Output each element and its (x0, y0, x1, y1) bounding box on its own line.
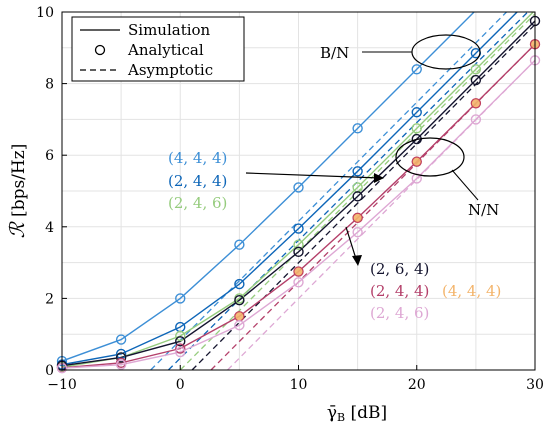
asymptotic-line-3 (191, 24, 535, 370)
annotation-bn-label: B/N (320, 44, 349, 62)
analytical-marker (352, 191, 363, 202)
annotation-tuple-244-magenta: (2, 4, 4) (370, 282, 429, 300)
simulation-line-0 (62, 12, 476, 362)
annotation-lower-arrowhead (352, 255, 362, 266)
analytical-marker (293, 239, 304, 250)
y-tick-label: 2 (45, 291, 54, 307)
analytical-marker (234, 311, 245, 322)
simulation-line-2 (62, 12, 535, 368)
x-tick-label: 0 (176, 377, 185, 393)
analytical-marker (470, 64, 482, 75)
analytical-marker (293, 277, 304, 288)
analytical-marker (175, 343, 186, 354)
annotation-tuple-444-blue: (4, 4, 4) (168, 149, 227, 167)
annotation-tuple-244-darkblue: (2, 4, 4) (168, 172, 227, 190)
annotation-upper-tuples: (4, 4, 4) (2, 4, 4) (2, 4, 6) (168, 149, 384, 212)
annotation-nn-pointer (451, 169, 479, 201)
analytical-marker (352, 226, 363, 238)
simulation-lines (62, 12, 535, 369)
y-tick-label: 8 (45, 77, 54, 93)
analytical-marker (352, 166, 363, 177)
analytical-marker (352, 123, 363, 134)
analytical-marker (411, 123, 422, 134)
y-tick-label: 0 (45, 363, 54, 379)
legend-simulation-label: Simulation (128, 21, 211, 39)
analytical-marker (293, 223, 304, 234)
simulation-line-3 (62, 20, 535, 367)
analytical-marker (175, 346, 186, 358)
legend-analytical-label: Analytical (127, 41, 204, 59)
x-axis-label: γ̄B [dB] (327, 403, 387, 424)
y-tick-label: 4 (45, 220, 54, 236)
analytical-marker (470, 114, 482, 125)
annotation-nn-ellipse (395, 137, 465, 177)
legend-analytical-swatch (94, 44, 106, 56)
analytical-marker (411, 64, 422, 75)
x-tick-label: 30 (526, 377, 544, 393)
analytical-marker (411, 107, 422, 118)
annotation-tuple-264-navy: (2, 6, 4) (370, 260, 429, 278)
analytical-marker (293, 246, 304, 258)
analytical-marker (234, 278, 245, 290)
analytical-marker (293, 266, 304, 277)
simulation-line-1 (62, 12, 519, 366)
annotation-tuple-246-green: (2, 4, 6) (168, 194, 227, 212)
legend-box (71, 16, 245, 82)
annotation-tuple-444-orange: (4, 4, 4) (442, 282, 501, 300)
annotation-nn-label: N/N (468, 201, 499, 219)
y-tick-label: 6 (45, 148, 54, 164)
analytical-marker (293, 182, 304, 193)
annotation-upper-arrowhead (374, 173, 384, 183)
y-axis-label: ℛ [bps/Hz] (5, 144, 29, 239)
analytical-marker (470, 98, 481, 109)
analytical-marker (352, 212, 363, 223)
analytical-marker (234, 239, 245, 250)
annotation-tuple-246-pink: (2, 4, 6) (370, 304, 429, 322)
analytical-markers (56, 15, 541, 374)
analytical-marker (234, 294, 245, 306)
analytical-marker (175, 330, 186, 342)
analytical-marker (234, 320, 245, 331)
legend: Simulation Analytical Asymptotic (71, 16, 245, 82)
analytical-marker (115, 334, 127, 345)
x-tick-label: −10 (47, 377, 77, 393)
simulation-line-6 (62, 59, 535, 369)
annotation-nn: N/N (395, 137, 499, 219)
annotation-lower-tuples: (2, 6, 4) (2, 4, 4) (4, 4, 4) (2, 4, 6) (345, 226, 501, 322)
analytical-marker (175, 293, 186, 304)
analytical-marker (411, 156, 422, 167)
x-tick-label: 10 (290, 377, 308, 393)
analytical-marker (175, 336, 186, 347)
y-tick-label: 10 (36, 5, 54, 21)
analytical-marker (115, 352, 127, 363)
analytical-marker (115, 359, 127, 370)
annotation-upper-arrow (245, 172, 381, 179)
annotation-bn: B/N (320, 34, 481, 70)
annotation-bn-ellipse (411, 34, 481, 70)
analytical-marker (470, 74, 482, 86)
x-tick-label: 20 (408, 377, 426, 393)
legend-asymptotic-label: Asymptotic (127, 61, 213, 79)
